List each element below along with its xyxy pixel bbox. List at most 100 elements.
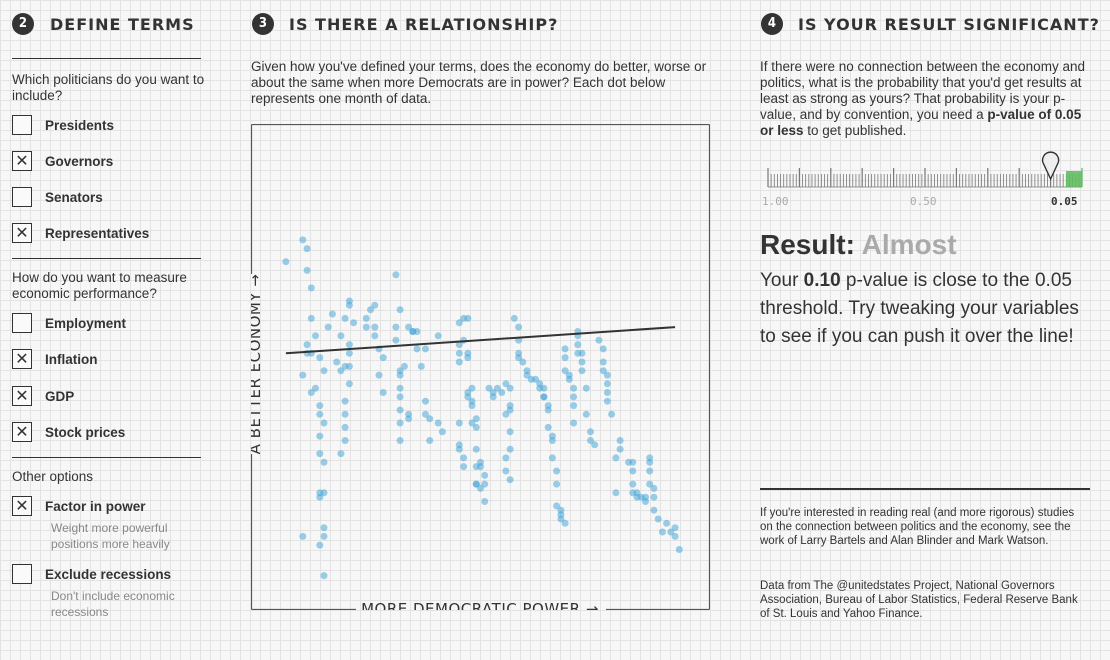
data-point: [578, 349, 586, 357]
data-point: [603, 389, 611, 396]
gdp-checkbox[interactable]: ✕: [12, 386, 32, 406]
data-point: [464, 314, 472, 322]
data-point: [629, 467, 637, 475]
data-point: [629, 458, 637, 466]
data-point: [663, 519, 671, 527]
data-point: [671, 532, 679, 540]
data-point: [303, 245, 311, 253]
data-point: [316, 354, 324, 362]
stock-prices-checkbox[interactable]: ✕: [12, 422, 32, 442]
divider: [760, 488, 1090, 490]
data-point: [599, 345, 607, 353]
data-point: [316, 493, 324, 501]
scale-label-050: 0.50: [910, 195, 937, 208]
data-point: [455, 445, 463, 453]
data-point: [570, 384, 578, 392]
data-point: [557, 515, 565, 523]
representatives-checkbox[interactable]: ✕: [12, 223, 32, 243]
data-point: [379, 389, 387, 396]
data-point: [316, 410, 324, 418]
data-point: [320, 532, 328, 540]
result-value: 0.10: [803, 270, 841, 291]
intro-text-end: to get published.: [803, 123, 907, 138]
data-point: [371, 332, 379, 340]
data-point: [472, 423, 480, 431]
data-point: [341, 437, 349, 444]
x-axis-label: MORE DEMOCRATIC POWER →: [361, 600, 599, 610]
data-point: [303, 341, 311, 349]
result-message: Your 0.10 p-value is close to the 0.05 t…: [760, 267, 1095, 351]
significance-intro: If there were no connection between the …: [760, 59, 1090, 139]
governors-checkbox[interactable]: ✕: [12, 151, 32, 171]
result-text-end: p-value is close to the 0.05 threshold. …: [760, 270, 1079, 347]
data-point: [654, 515, 662, 523]
data-point: [405, 323, 413, 331]
data-point: [650, 506, 658, 514]
data-point: [455, 419, 463, 427]
data-point: [320, 367, 328, 375]
data-point: [375, 371, 383, 379]
data-point: [316, 450, 324, 458]
data-point: [650, 493, 658, 501]
result-word: Almost: [861, 229, 957, 260]
data-point: [316, 402, 324, 410]
data-point: [472, 445, 480, 453]
data-point: [485, 384, 493, 392]
data-point: [307, 314, 315, 322]
employment-checkbox[interactable]: [12, 313, 32, 333]
exclude-recessions-checkbox[interactable]: [12, 564, 32, 584]
p-value-marker[interactable]: [1041, 151, 1060, 181]
data-point: [561, 367, 569, 375]
section-2-title: DEFINE TERMS: [50, 15, 195, 34]
inflation-checkbox[interactable]: ✕: [12, 349, 32, 369]
data-point: [333, 358, 341, 366]
presidents-label: Presidents: [45, 118, 115, 133]
data-point: [422, 397, 429, 405]
y-axis-label: A BETTER ECONOMY →: [251, 274, 264, 455]
senators-checkbox[interactable]: [12, 187, 32, 207]
scale-ticks: [767, 168, 1083, 188]
data-point: [337, 450, 345, 458]
governors-label: Governors: [45, 154, 114, 169]
economy-question: How do you want to measure economic perf…: [12, 270, 187, 301]
data-point: [574, 341, 582, 349]
presidents-checkbox[interactable]: [12, 115, 32, 135]
data-point: [502, 467, 510, 475]
factor-in-power-checkbox[interactable]: ✕: [12, 496, 32, 516]
data-point: [553, 502, 561, 510]
data-point: [320, 458, 328, 466]
data-point: [502, 454, 510, 462]
data-point: [320, 572, 328, 580]
data-point: [616, 445, 624, 453]
data-point: [646, 458, 654, 466]
data-point: [405, 410, 413, 418]
data-point: [345, 301, 353, 309]
relationship-intro: Given how you've defined your terms, doe…: [251, 59, 707, 106]
data-point: [591, 441, 599, 449]
data-point: [481, 480, 489, 488]
data-point: [540, 393, 548, 401]
data-point: [468, 402, 476, 410]
data-point: [595, 336, 603, 344]
data-point: [299, 371, 307, 379]
result-label: Result:: [760, 229, 855, 260]
data-point: [316, 432, 324, 440]
data-point: [455, 341, 463, 349]
data-point: [460, 463, 468, 471]
data-point: [396, 419, 404, 427]
data-point: [548, 454, 556, 462]
data-point: [464, 354, 472, 362]
data-point: [599, 367, 607, 375]
data-point: [426, 437, 434, 444]
data-point: [396, 306, 404, 314]
data-point: [472, 415, 480, 423]
data-point: [481, 498, 489, 505]
data-point: [337, 367, 345, 375]
data-point: [320, 419, 328, 427]
data-point: [392, 271, 400, 279]
data-point: [477, 463, 484, 471]
data-point: [532, 375, 539, 383]
further-reading-note: If you're interested in reading real (an…: [760, 507, 1075, 547]
data-point: [345, 380, 353, 388]
data-point: [312, 384, 319, 392]
